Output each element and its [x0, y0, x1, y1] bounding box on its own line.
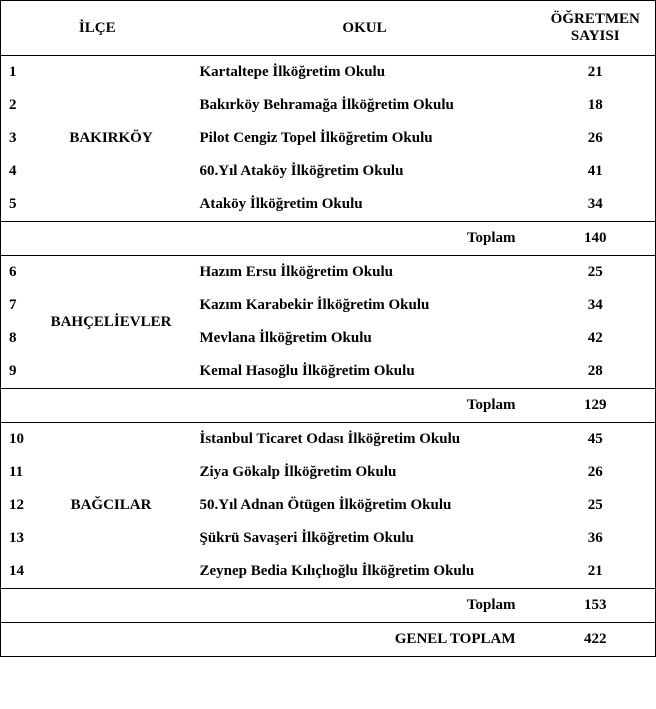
header-ilce: İLÇE — [1, 1, 194, 56]
count-cell: 25 — [536, 489, 656, 522]
count-cell: 34 — [536, 289, 656, 322]
district-cell: BAĞCILAR — [29, 423, 194, 589]
row-number: 13 — [1, 522, 29, 555]
row-number: 10 — [1, 423, 29, 457]
subtotal-row: Toplam140 — [1, 222, 656, 256]
grand-total-row: GENEL TOPLAM422 — [1, 623, 656, 657]
header-sayi-line1: ÖĞRETMEN — [551, 11, 640, 27]
table-row: 1BAKIRKÖYKartaltepe İlköğretim Okulu21 — [1, 56, 656, 90]
school-cell: Ziya Gökalp İlköğretim Okulu — [194, 456, 536, 489]
district-cell: BAHÇELİEVLER — [29, 256, 194, 389]
school-table: İLÇE OKUL ÖĞRETMEN SAYISI 1BAKIRKÖYKarta… — [0, 0, 656, 657]
school-cell: Hazım Ersu İlköğretim Okulu — [194, 256, 536, 290]
table-header: İLÇE OKUL ÖĞRETMEN SAYISI — [1, 1, 656, 56]
table-row: 6BAHÇELİEVLERHazım Ersu İlköğretim Okulu… — [1, 256, 656, 290]
school-cell: İstanbul Ticaret Odası İlköğretim Okulu — [194, 423, 536, 457]
school-cell: Zeynep Bedia Kılıçlıoğlu İlköğretim Okul… — [194, 555, 536, 589]
subtotal-label: Toplam — [1, 222, 536, 256]
subtotal-label: Toplam — [1, 389, 536, 423]
count-cell: 25 — [536, 256, 656, 290]
count-cell: 42 — [536, 322, 656, 355]
row-number: 5 — [1, 188, 29, 222]
subtotal-value: 140 — [536, 222, 656, 256]
row-number: 6 — [1, 256, 29, 290]
table-body: 1BAKIRKÖYKartaltepe İlköğretim Okulu212B… — [1, 56, 656, 657]
subtotal-row: Toplam129 — [1, 389, 656, 423]
subtotal-value: 129 — [536, 389, 656, 423]
count-cell: 26 — [536, 456, 656, 489]
row-number: 7 — [1, 289, 29, 322]
row-number: 4 — [1, 155, 29, 188]
subtotal-row: Toplam153 — [1, 589, 656, 623]
row-number: 12 — [1, 489, 29, 522]
count-cell: 18 — [536, 89, 656, 122]
subtotal-value: 153 — [536, 589, 656, 623]
row-number: 11 — [1, 456, 29, 489]
count-cell: 45 — [536, 423, 656, 457]
school-cell: Kemal Hasoğlu İlköğretim Okulu — [194, 355, 536, 389]
school-cell: 50.Yıl Adnan Ötügen İlköğretim Okulu — [194, 489, 536, 522]
school-cell: Ataköy İlköğretim Okulu — [194, 188, 536, 222]
count-cell: 26 — [536, 122, 656, 155]
row-number: 9 — [1, 355, 29, 389]
header-sayi-line2: SAYISI — [571, 28, 620, 44]
count-cell: 21 — [536, 56, 656, 90]
row-number: 3 — [1, 122, 29, 155]
subtotal-label: Toplam — [1, 589, 536, 623]
header-okul: OKUL — [194, 1, 536, 56]
grand-total-value: 422 — [536, 623, 656, 657]
school-cell: Pilot Cengiz Topel İlköğretim Okulu — [194, 122, 536, 155]
district-cell: BAKIRKÖY — [29, 56, 194, 222]
table-row: 10BAĞCILARİstanbul Ticaret Odası İlköğre… — [1, 423, 656, 457]
row-number: 2 — [1, 89, 29, 122]
count-cell: 34 — [536, 188, 656, 222]
count-cell: 41 — [536, 155, 656, 188]
row-number: 14 — [1, 555, 29, 589]
count-cell: 28 — [536, 355, 656, 389]
school-cell: Kartaltepe İlköğretim Okulu — [194, 56, 536, 90]
school-cell: Kazım Karabekir İlköğretim Okulu — [194, 289, 536, 322]
school-cell: 60.Yıl Ataköy İlköğretim Okulu — [194, 155, 536, 188]
school-cell: Şükrü Savaşeri İlköğretim Okulu — [194, 522, 536, 555]
row-number: 1 — [1, 56, 29, 90]
count-cell: 36 — [536, 522, 656, 555]
row-number: 8 — [1, 322, 29, 355]
header-sayi: ÖĞRETMEN SAYISI — [536, 1, 656, 56]
grand-total-label: GENEL TOPLAM — [1, 623, 536, 657]
school-cell: Mevlana İlköğretim Okulu — [194, 322, 536, 355]
school-cell: Bakırköy Behramağa İlköğretim Okulu — [194, 89, 536, 122]
count-cell: 21 — [536, 555, 656, 589]
